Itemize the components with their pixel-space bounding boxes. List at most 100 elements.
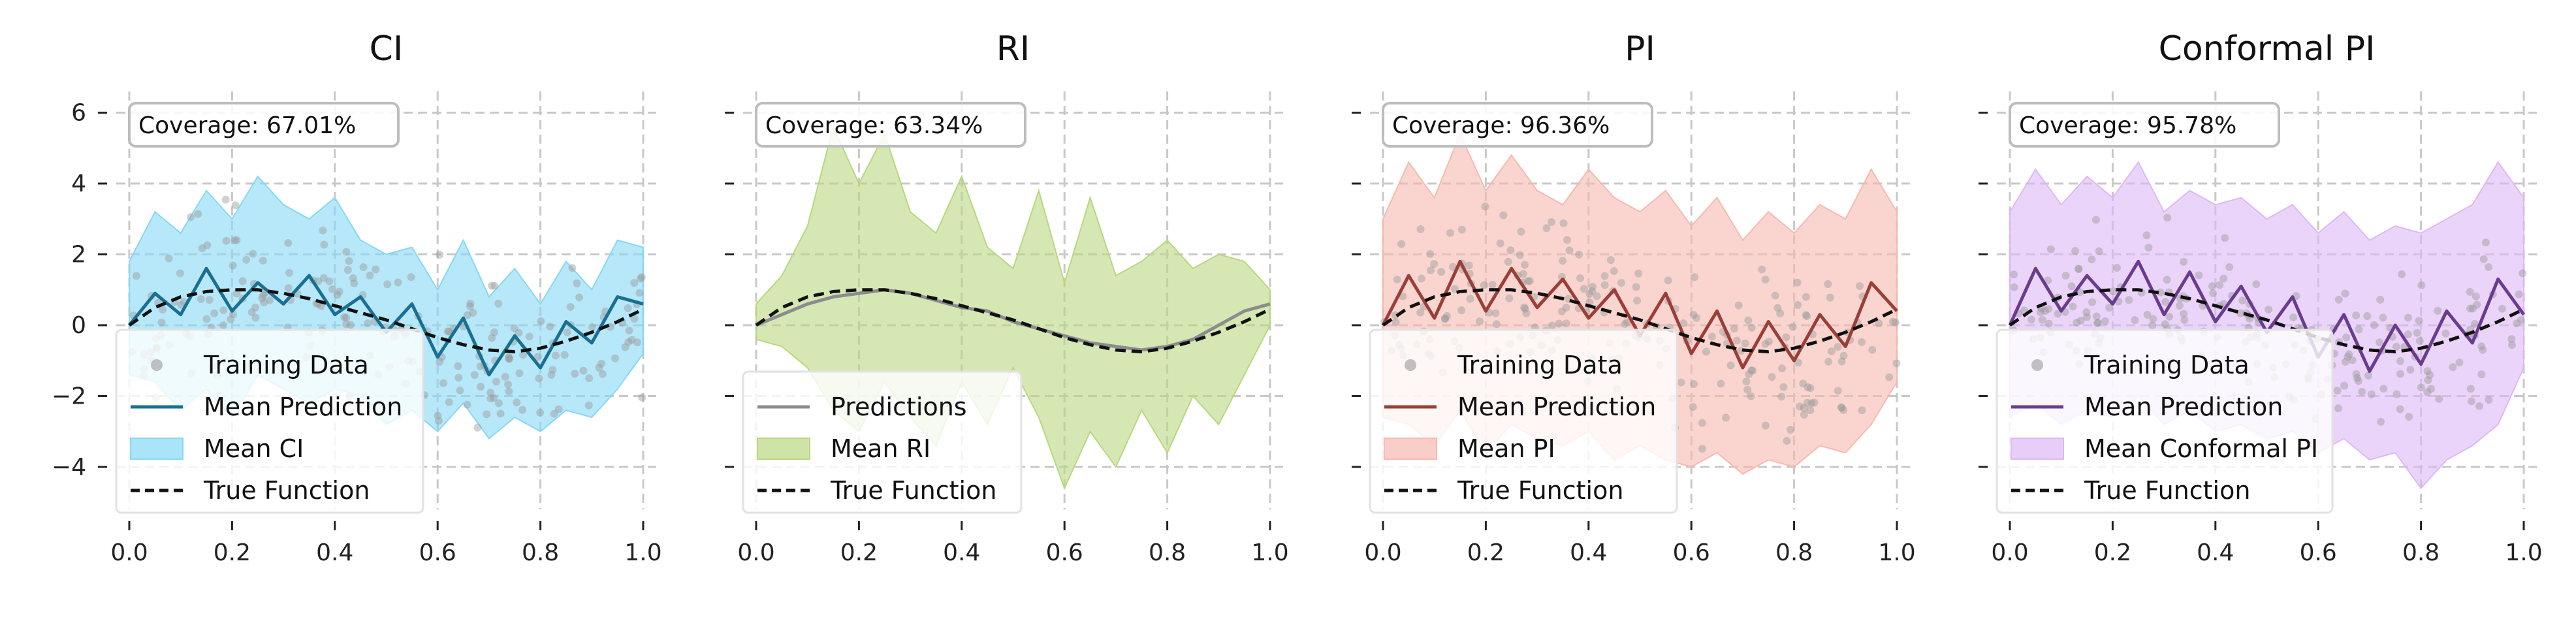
training-data-point (2340, 381, 2349, 390)
training-data-point (249, 249, 257, 258)
training-data-point (1520, 303, 1529, 312)
training-data-point (349, 274, 357, 282)
training-data-point (595, 364, 603, 372)
training-data-point (488, 281, 496, 290)
training-data-point (2041, 307, 2049, 315)
training-data-point (1803, 312, 1811, 320)
training-data-point (2404, 330, 2412, 338)
training-data-point (1519, 270, 1527, 278)
x-tick-label: 0.4 (2197, 539, 2234, 566)
training-data-point (584, 401, 593, 409)
training-data-point (2180, 315, 2189, 324)
training-data-point (1426, 249, 1435, 258)
training-data-point (1717, 379, 1725, 388)
training-data-point (2426, 371, 2434, 379)
training-data-point (1516, 251, 1524, 259)
training-data-point (510, 324, 518, 332)
legend-scatter-marker (151, 359, 163, 371)
coverage-box (755, 102, 1026, 148)
training-data-point (621, 343, 629, 351)
training-data-point (1741, 339, 1749, 347)
training-data-point (2423, 388, 2432, 396)
training-data-point (1698, 419, 1706, 427)
training-data-point (2376, 338, 2384, 347)
training-data-point (1600, 281, 1609, 289)
training-data-point (1580, 285, 1588, 293)
training-data-point (1689, 403, 1697, 411)
training-data-point (585, 374, 594, 383)
training-data-point (1600, 272, 1609, 280)
training-data-point (1610, 267, 1618, 276)
training-data-point (2179, 257, 2187, 266)
training-data-point (2252, 280, 2261, 289)
training-data-point (227, 315, 235, 323)
training-data-point (1492, 320, 1501, 329)
training-data-point (2423, 367, 2432, 376)
training-data-point (2377, 417, 2385, 426)
training-data-point (1677, 378, 1685, 387)
training-data-point (2163, 276, 2171, 284)
x-tick-label: 0.8 (522, 539, 559, 566)
training-data-point (2076, 316, 2085, 325)
training-data-point (533, 353, 542, 361)
training-data-point (2376, 295, 2385, 304)
training-data-point (1679, 319, 1688, 328)
training-data-point (1803, 398, 1811, 407)
training-data-point (2358, 387, 2366, 396)
training-data-point (2379, 313, 2387, 322)
training-data-point (515, 369, 524, 377)
legend-scatter-marker (2031, 359, 2043, 371)
training-data-point (1826, 293, 1834, 302)
training-data-point (443, 327, 452, 336)
training-data-point (2477, 370, 2486, 379)
training-data-point (1520, 261, 1529, 269)
training-data-point (1634, 269, 1643, 278)
legend-label: Mean CI (204, 434, 304, 463)
training-data-point (1891, 318, 1900, 327)
legend-label: True Function (830, 476, 996, 505)
training-data-point (1858, 406, 1866, 415)
training-data-point (1562, 303, 1570, 312)
training-data-point (328, 285, 337, 294)
coverage-box (2009, 102, 2280, 148)
training-data-point (537, 317, 545, 325)
x-tick-label: 1.0 (1878, 539, 1915, 566)
training-data-point (1632, 283, 1640, 291)
x-tick-label: 0.8 (1149, 539, 1186, 566)
training-data-point (1782, 333, 1790, 342)
training-data-point (1689, 311, 1698, 319)
panel-title: PI (1625, 29, 1655, 69)
training-data-point (1524, 277, 1533, 285)
true-function-line (128, 288, 644, 354)
training-data-point (2396, 370, 2404, 378)
training-data-point (2044, 304, 2053, 313)
training-data-point (1576, 274, 1585, 283)
training-data-point (1764, 337, 1773, 345)
training-data-point (194, 210, 202, 218)
training-data-point (1504, 257, 1512, 266)
training-data-point (1761, 340, 1770, 348)
training-data-point (1488, 281, 1497, 289)
training-data-point (1548, 321, 1556, 330)
training-data-point (2396, 405, 2404, 413)
training-data-point (549, 366, 557, 374)
panel-title: RI (996, 29, 1030, 69)
training-data-point (638, 393, 646, 402)
x-tick-label: 0.0 (110, 539, 148, 566)
training-data-point (2342, 333, 2351, 342)
legend-label: Mean Conformal PI (2084, 434, 2318, 463)
x-tick-label: 0.8 (1775, 539, 1813, 566)
training-data-point (1555, 319, 1563, 328)
training-data-point (2455, 359, 2464, 367)
training-data-point (575, 293, 584, 302)
training-data-point (1726, 361, 1735, 370)
training-data-point (1806, 384, 1815, 393)
training-data-point (1617, 279, 1625, 287)
training-data-point (2513, 319, 2521, 328)
training-data-point (219, 321, 227, 330)
training-data-point (2075, 264, 2083, 273)
training-data-point (1693, 313, 1701, 322)
panel-2: RI 0.0 0.2 0.4 0.6 0.8 1.0 Coverage: 63.34% Pred… (725, 29, 1289, 566)
training-data-point (563, 328, 571, 336)
training-data-point (2027, 315, 2036, 324)
